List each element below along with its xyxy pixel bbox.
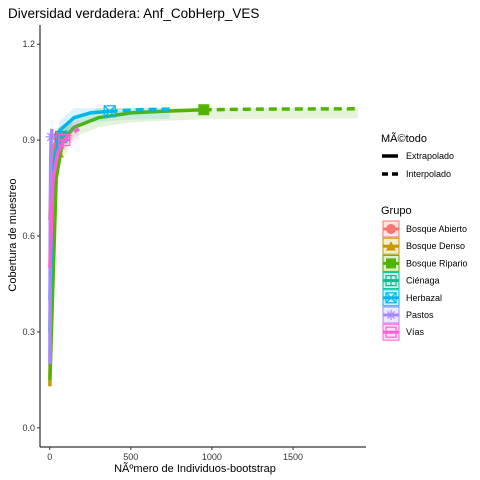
x-tick-label: 500 <box>123 452 138 462</box>
legend-group-key <box>382 220 400 238</box>
legend-group-marker <box>386 241 396 251</box>
series-bosque-ripario-extrapolated-line <box>203 107 358 112</box>
x-tick-label: 0 <box>47 452 52 462</box>
y-tick-label: 1.2 <box>22 39 35 49</box>
legend-group-marker <box>386 224 396 234</box>
series-bosque-ripario-observed-point <box>198 104 210 116</box>
series-v-as-extrapolated-line <box>63 127 80 142</box>
series-herbazal-extrapolated-line <box>109 107 170 114</box>
legend-method-title: MÃ©todo <box>381 132 427 145</box>
legend-group-marker <box>385 292 397 304</box>
legend-group-label: Bosque Abierto <box>406 224 467 234</box>
legend-group-key <box>382 254 400 272</box>
legend-group-marker <box>386 258 396 269</box>
y-tick-label: 0.6 <box>22 231 35 241</box>
legend-method-label: Extrapolado <box>406 151 454 161</box>
legend-method: MÃ©todo Extrapolado Interpolado <box>381 132 454 179</box>
x-axis-label: NÃºmero de Individuos-bootstrap <box>114 462 276 475</box>
y-axis-label: Cobertura de muestreo <box>7 178 19 291</box>
legend-group-key <box>382 323 400 341</box>
y-tick-label: 0.9 <box>22 135 35 145</box>
legend-group-marker <box>386 310 396 320</box>
legend-group-label: Vías <box>406 327 425 337</box>
series-v-as <box>48 119 80 278</box>
series-pastos-observed-point <box>45 131 57 143</box>
legend-group-label: Ciénaga <box>406 276 440 286</box>
plot-area <box>45 104 358 396</box>
legend-group-marker <box>385 326 397 338</box>
legend-group-key <box>382 306 400 324</box>
legend-group-title: Grupo <box>381 205 412 217</box>
series-bosque-ripario-ribbon <box>49 108 358 390</box>
series-v-as-observed-point <box>58 133 71 147</box>
legend-group-key <box>382 272 400 290</box>
legend-group-key <box>382 289 400 307</box>
y-tick-label: 0.0 <box>22 423 35 433</box>
legend-group-label: Bosque Denso <box>406 241 465 251</box>
series-pastos-interpolated-line <box>48 136 53 364</box>
legend-group-label: Herbazal <box>406 293 442 303</box>
chart-title: Diversidad verdadera: Anf_CobHerp_VES <box>8 6 259 21</box>
series-v-as-interpolated-line <box>48 139 66 269</box>
y-tick-label: 0.3 <box>22 327 35 337</box>
legend-group-marker <box>385 275 397 287</box>
series-herbazal-observed-point <box>103 105 116 118</box>
x-tick-label: 1500 <box>283 452 303 462</box>
axes: 0 500 1000 1500 0.0 0.3 0.6 0.9 1.2 <box>22 25 366 462</box>
legend-group: Grupo Bosque Abierto Bosque Denso Bosque R… <box>381 205 468 341</box>
legend-group-key <box>382 237 400 255</box>
legend-method-label: Interpolado <box>406 169 451 179</box>
legend-group-label: Pastos <box>406 310 434 320</box>
series-pastos <box>45 117 57 374</box>
legend-group-label: Bosque Ripario <box>406 258 468 268</box>
series-bosque-ripario-interpolated-line <box>48 107 204 380</box>
x-tick-label: 1000 <box>202 452 222 462</box>
series-bosque-ripario <box>48 104 358 390</box>
